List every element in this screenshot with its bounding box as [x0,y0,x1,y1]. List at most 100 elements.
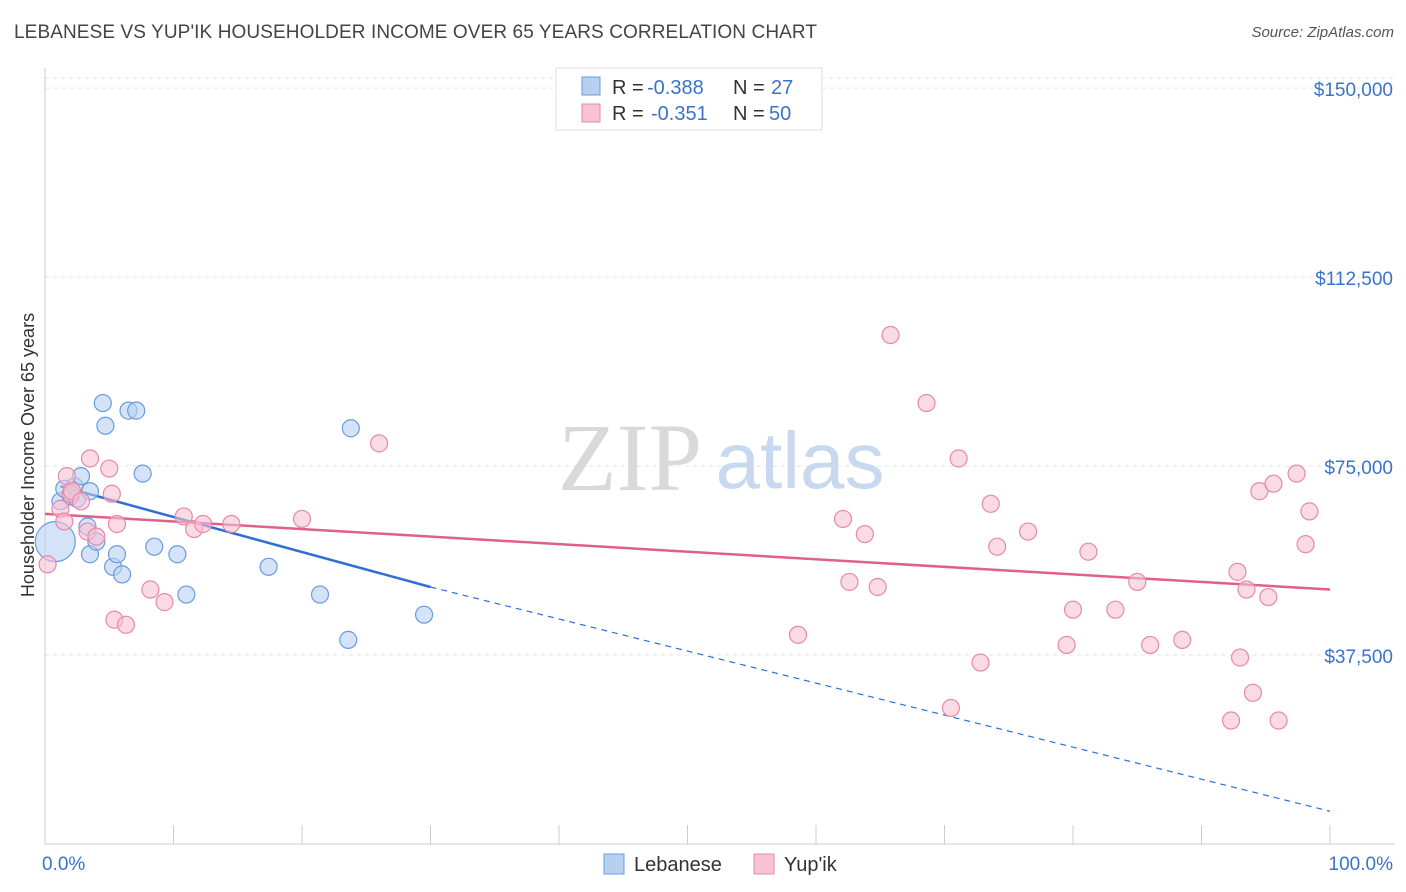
yupik-point [788,625,808,644]
legend-n-value-yupik: 50 [769,103,791,125]
y-axis-tick-labels: $37,500 $75,000 $112,500 $150,000 [1314,80,1393,668]
yupik-point [1243,683,1263,702]
gridlines [45,77,1395,656]
yupik-point [1269,711,1288,730]
bottom-legend-label-yupik: Yup'ik [784,854,838,876]
yupik-point [1018,522,1038,541]
yupik-point [193,514,213,534]
yupik-point [881,325,900,345]
yupik-point [155,593,174,612]
yupik-point [941,698,961,718]
yupik-point [1237,580,1256,599]
lebanese-point [112,565,132,584]
lebanese-trend-extension [430,586,1331,812]
yupik-point [116,615,136,634]
yupik-point [370,434,389,453]
lebanese-point [127,401,146,420]
lebanese-trend-line [60,484,431,589]
scatter-points [34,325,1319,730]
yupik-point [174,507,193,526]
watermark-zip: ZIP [558,404,702,511]
yupik-point [1264,474,1283,493]
yupik-point [107,514,127,534]
yupik-point [71,492,91,511]
lebanese-point [177,585,196,604]
yupik-point [38,555,57,574]
legend-r-value-yupik: -0.351 [651,103,708,125]
yupik-point [833,509,853,529]
watermark: ZIP atlas [558,404,884,511]
yupik-point [868,577,887,597]
bottom-legend-swatch-lebanese [603,853,625,875]
y-tick-label: $37,500 [1324,647,1393,668]
lebanese-point [414,605,434,624]
yupik-point [102,484,121,503]
yupik-trend-line [44,512,1331,591]
yupik-point [222,514,241,534]
lebanese-point [168,545,187,564]
yupik-point [840,572,859,592]
yupik-point [988,537,1007,556]
yupik-point [141,580,160,599]
legend-r-value-lebanese: -0.388 [647,77,704,99]
yupik-point [855,524,874,544]
yupik-point [1259,587,1278,607]
yupik-point [1106,600,1125,619]
yupik-point [1228,562,1247,581]
lebanese-point [133,464,152,483]
lebanese-point [145,537,164,556]
legend-n-label-lebanese: N = [733,77,765,99]
yupik-point [917,393,936,413]
yupik-point [1128,572,1147,592]
yupik-point [1230,648,1250,667]
y-tick-label: $75,000 [1324,458,1393,479]
legend: R = -0.388 N = 27 R = -0.351 N = 50 [555,67,823,131]
yupik-point [1173,630,1192,650]
x-axis-tick-labels: 0.0% 100.0% [42,854,1393,875]
yupik-point [87,527,106,546]
axes [44,68,1395,845]
legend-r-label-lebanese: R = [612,77,644,99]
legend-n-label-yupik: N = [733,103,765,125]
watermark-atlas: atlas [716,416,885,505]
yupik-point [981,494,1000,513]
lebanese-point [341,419,360,438]
yupik-point [949,449,968,468]
yupik-point [57,467,76,486]
lebanese-point [107,545,127,564]
yupik-point [1140,635,1160,655]
y-axis-label: Householder Income Over 65 years [18,313,38,597]
yupik-point [971,653,990,672]
lebanese-point [96,416,115,435]
bottom-legend: Lebanese Yup'ik [603,853,838,876]
lebanese-point [259,557,278,576]
chart-title: LEBANESE VS YUP'IK HOUSEHOLDER INCOME OV… [14,22,818,43]
yupik-point [1296,535,1315,554]
yupik-point [55,512,74,531]
yupik-point [1057,635,1076,655]
y-tick-label: $150,000 [1314,80,1393,101]
lebanese-point [339,630,358,650]
yupik-point [1079,542,1098,561]
legend-swatch-yupik [581,103,601,123]
yupik-point [100,459,119,478]
trend-lines [44,484,1331,812]
yupik-point [1287,464,1306,483]
yupik-point [80,449,100,468]
yupik-point [1221,711,1241,730]
yupik-point [292,509,312,529]
yupik-point [1063,600,1083,619]
x-tick-label-end: 100.0% [1329,854,1394,875]
lebanese-point [93,393,112,413]
legend-n-value-lebanese: 27 [771,77,793,99]
yupik-point [1300,502,1319,521]
lebanese-point [310,585,330,604]
source-label: Source: ZipAtlas.com [1251,24,1394,41]
x-tick-label-start: 0.0% [42,854,85,875]
y-tick-label: $112,500 [1315,269,1393,290]
legend-r-label-yupik: R = [612,103,644,125]
yupik-point [1250,482,1269,501]
bottom-legend-label-lebanese: Lebanese [634,854,722,876]
legend-swatch-lebanese [581,76,601,96]
